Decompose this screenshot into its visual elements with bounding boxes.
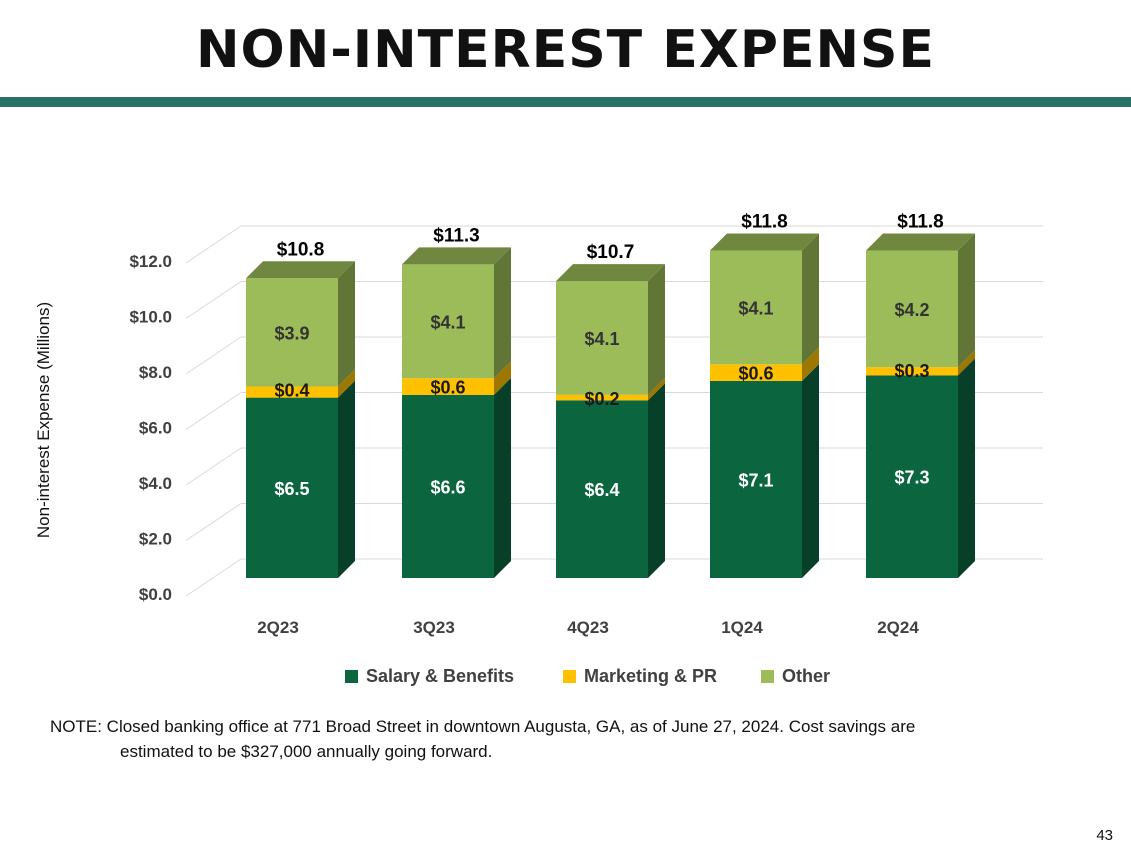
gridline-diagonal [185,503,242,541]
segment-value-label: $7.3 [894,468,929,488]
data-labels: $6.5 $0.4 $3.9 $10.8 $6.6 $0.6 $4.1 $11.3 $6.4 $0… [274,212,943,501]
bar-segment-side [494,377,511,578]
y-tick-label: $10.0 [129,308,172,327]
page-number: 43 [1096,827,1113,844]
bar-segment-front [246,386,338,398]
gridline-diagonal [185,558,242,597]
y-tick-label: $12.0 [129,252,172,271]
bar-segment-front [556,281,648,395]
gridline-diagonal [185,447,242,486]
bar-segment-front [556,394,648,401]
y-tick-label: $8.0 [139,363,172,382]
bar-segment-front [246,278,338,387]
segment-value-label: $4.2 [894,300,929,320]
gridline-diagonal [185,225,242,264]
x-tick-label: 1Q24 [721,618,763,637]
slide-title: NON-INTEREST EXPENSE [195,20,935,80]
gridline-diagonal [185,281,242,319]
segment-value-label: $0.2 [584,389,619,409]
bar-segment-side [802,363,819,578]
bar-segment-side [958,350,975,376]
segment-value-label: $4.1 [430,312,465,332]
total-value-label: $10.8 [277,239,325,260]
segment-value-label: $4.1 [584,329,619,349]
x-axis-ticks: 2Q23 3Q23 4Q23 1Q24 2Q24 [257,618,919,637]
segment-value-label: $0.6 [738,364,773,384]
total-value-label: $10.7 [587,242,635,263]
bar-segment-side [958,358,975,578]
bar-segment-side [802,347,819,381]
segment-value-label: $0.4 [274,381,309,401]
footnote: NOTE: Closed banking office at 771 Broad… [50,714,1050,764]
legend-swatch [345,670,358,683]
bar-segment-side [958,233,975,368]
x-tick-label: 2Q23 [257,618,299,637]
segment-value-label: $0.6 [430,378,465,398]
legend-label: Salary & Benefits [366,666,514,686]
bar-segment-top [246,261,355,279]
bar-segment-side [648,383,665,578]
bar-segment-front [866,367,958,376]
total-value-label: $11.3 [433,225,480,246]
bar-segment-front [710,364,802,381]
footnote-line-1: NOTE: Closed banking office at 771 Broad… [50,717,916,736]
segment-value-label: $7.1 [738,470,773,490]
bar-segment-front [402,264,494,379]
legend-swatch [563,670,576,683]
bar-segment-side [494,247,511,379]
bar-segment-top [866,233,975,251]
gridline-diagonal [185,336,242,375]
y-tick-label: $4.0 [139,474,172,493]
bar-segment-front [866,250,958,368]
title-rule [0,97,1131,107]
y-tick-label: $2.0 [139,530,172,549]
bar-segment-side [338,369,355,398]
legend-swatch [761,670,774,683]
bar-segment-top [402,247,511,265]
stacked-bar-chart: $0.0 $2.0 $4.0 $6.0 $8.0 $10.0 $12.0 Non-inter… [34,212,1043,686]
segment-value-label: $4.1 [738,298,773,318]
y-axis-ticks: $0.0 $2.0 $4.0 $6.0 $8.0 $10.0 $12.0 [129,252,172,604]
bar-segment-top [710,233,819,251]
gridline-diagonal [185,392,242,430]
footnote-line-2: estimated to be $327,000 annually going … [120,742,493,761]
y-tick-label: $0.0 [139,585,172,604]
bar-segment-front [710,380,802,578]
segment-value-label: $6.6 [430,477,465,497]
segment-value-label: $6.4 [584,480,619,500]
bar-segment-side [494,361,511,395]
bar-segment-front [710,250,802,365]
chart-legend: Salary & Benefits Marketing & PR Other [345,666,830,686]
segment-value-label: $0.3 [894,361,929,381]
bar-segment-side [802,233,819,365]
y-axis-title: Non-interest Expense (Millions) [34,302,53,538]
x-tick-label: 2Q24 [877,618,919,637]
total-value-label: $11.8 [897,212,944,233]
bar-segment-side [338,380,355,578]
bar-series [246,233,975,578]
segment-value-label: $6.5 [274,479,309,499]
bar-segment-side [338,261,355,387]
bar-segment-top [556,264,665,282]
legend-label: Marketing & PR [584,666,717,686]
segment-value-label: $3.9 [274,323,309,343]
total-value-label: $11.8 [741,212,788,233]
bar-segment-side [648,264,665,395]
bar-segment-front [402,378,494,395]
legend-label: Other [782,666,830,686]
bar-segment-front [866,375,958,578]
bar-segment-front [556,400,648,578]
bar-segment-side [648,377,665,401]
y-tick-label: $6.0 [139,419,172,438]
bar-segment-front [246,397,338,578]
x-tick-label: 4Q23 [567,618,609,637]
bar-segment-front [402,394,494,578]
x-tick-label: 3Q23 [413,618,455,637]
